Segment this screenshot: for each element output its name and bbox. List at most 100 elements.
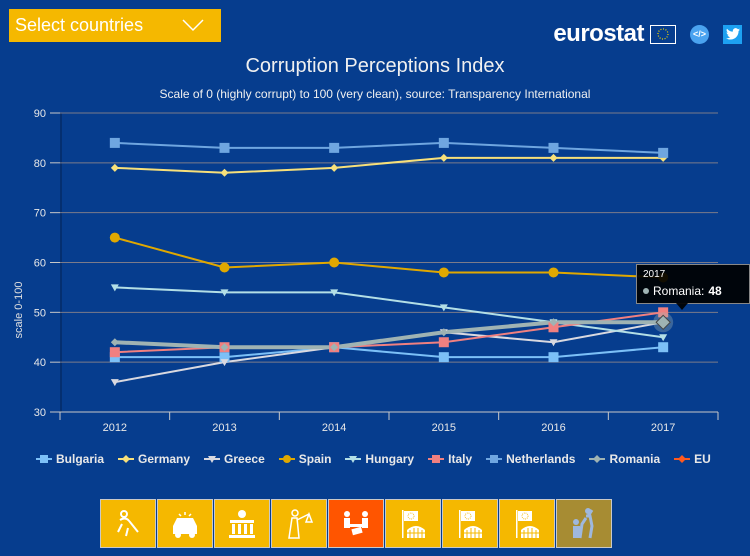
legend-marker[interactable]: [208, 456, 217, 463]
police-car-icon: [173, 511, 197, 538]
x-tick-label: 2015: [432, 422, 456, 434]
data-point-spain[interactable]: [438, 267, 449, 278]
eurostat-logo: eurostat: [553, 20, 644, 47]
topic-tab-2[interactable]: [157, 499, 213, 548]
chart-title: Corruption Perceptions Index: [245, 55, 505, 77]
hovered-point-romania[interactable]: [655, 314, 671, 331]
topic-tab-5[interactable]: [328, 499, 384, 548]
data-point-italy[interactable]: [548, 322, 559, 333]
data-point-bulgaria[interactable]: [219, 352, 230, 363]
data-point-italy[interactable]: [109, 347, 120, 358]
series-markers: [109, 137, 674, 387]
legend-symbol-icon: [486, 455, 503, 463]
legend-item-italy[interactable]: Italy: [428, 452, 472, 466]
data-point-netherlands[interactable]: [219, 142, 230, 153]
data-point-greece[interactable]: [549, 339, 558, 347]
data-point-bulgaria[interactable]: [438, 352, 449, 363]
topic-tab-7[interactable]: [442, 499, 498, 548]
legend-marker[interactable]: [40, 455, 48, 463]
data-point-hungary[interactable]: [220, 289, 229, 297]
series-line-spain[interactable]: [114, 236, 664, 279]
legend-symbol-icon: [278, 455, 295, 463]
topic-tab-3[interactable]: [214, 499, 270, 548]
eu-flag-icon: [650, 24, 676, 44]
legend-marker[interactable]: [282, 455, 291, 463]
legend-item-greece[interactable]: Greece: [204, 452, 265, 466]
twitter-share-button[interactable]: [723, 24, 742, 44]
data-point-germany[interactable]: [220, 168, 229, 177]
data-point-germany[interactable]: [330, 163, 339, 172]
series-line-romania[interactable]: [114, 320, 664, 350]
brand-bar: eurostat </>: [553, 20, 742, 48]
legend-item-spain[interactable]: Spain: [278, 452, 331, 466]
legend-marker[interactable]: [432, 455, 441, 463]
data-point-hungary[interactable]: [659, 334, 668, 342]
data-point-greece[interactable]: [110, 379, 119, 387]
legend-symbol-icon: [118, 455, 135, 463]
data-point-spain[interactable]: [219, 262, 230, 273]
legend-marker[interactable]: [678, 455, 687, 463]
data-point-netherlands[interactable]: [658, 147, 669, 158]
legend-symbol-icon: [589, 455, 606, 463]
data-point-hungary[interactable]: [330, 289, 339, 297]
topic-tab-9[interactable]: [556, 499, 612, 548]
data-point-netherlands[interactable]: [109, 137, 120, 148]
data-point-netherlands[interactable]: [438, 137, 449, 148]
data-point-romania[interactable]: [220, 343, 229, 352]
legend-item-romania[interactable]: Romania: [589, 452, 660, 466]
data-point-romania[interactable]: [549, 318, 558, 327]
legend-item-netherlands[interactable]: Netherlands: [486, 452, 575, 466]
legend-item-bulgaria[interactable]: Bulgaria: [36, 452, 104, 466]
legend-item-eu[interactable]: EU: [674, 452, 711, 466]
legend-label: Bulgaria: [56, 452, 105, 466]
data-point-spain[interactable]: [548, 267, 559, 278]
legend-symbol-icon: [674, 455, 691, 463]
data-point-bulgaria[interactable]: [548, 352, 559, 363]
data-point-netherlands[interactable]: [329, 142, 340, 153]
y-tick-label: 60: [34, 258, 46, 270]
legend-label: Netherlands: [506, 452, 576, 466]
legend-symbol-icon: [36, 455, 52, 463]
data-point-germany[interactable]: [110, 163, 119, 172]
legend-label: Italy: [448, 452, 473, 466]
series-line-germany[interactable]: [114, 156, 664, 174]
topic-tab-4[interactable]: [271, 499, 327, 548]
tooltip-year: 2017: [643, 269, 666, 280]
data-point-hungary[interactable]: [439, 304, 448, 312]
y-tick-label: 80: [34, 158, 46, 170]
legend-item-germany[interactable]: Germany: [118, 452, 190, 466]
data-point-germany[interactable]: [549, 153, 558, 162]
data-point-hungary[interactable]: [110, 284, 119, 292]
eu-flag-parliament-icon: [516, 509, 539, 538]
topic-tab-6[interactable]: [385, 499, 441, 548]
legend-item-hungary[interactable]: Hungary: [345, 452, 414, 466]
legend-marker[interactable]: [349, 456, 358, 463]
data-point-spain[interactable]: [109, 232, 120, 243]
legend-marker[interactable]: [490, 455, 499, 463]
data-point-netherlands[interactable]: [548, 142, 559, 153]
data-point-italy[interactable]: [438, 337, 449, 348]
justice-scales-icon: [288, 508, 314, 539]
embed-code-button[interactable]: </>: [690, 24, 709, 44]
series-lines: [114, 141, 664, 384]
tooltip-series-label: Romania:: [653, 284, 705, 298]
topic-tab-1[interactable]: [100, 499, 156, 548]
data-point-romania[interactable]: [110, 338, 119, 347]
data-point-spain[interactable]: [329, 257, 340, 268]
x-tick-label: 2014: [322, 422, 346, 434]
data-point-romania[interactable]: [439, 328, 448, 337]
legend-marker[interactable]: [122, 455, 131, 463]
series-line-bulgaria[interactable]: [114, 346, 664, 359]
twitter-bird-icon: [725, 28, 740, 40]
topic-tab-8[interactable]: [499, 499, 555, 548]
data-point-italy[interactable]: [658, 307, 669, 318]
data-point-bulgaria[interactable]: [658, 342, 669, 353]
legend-label: Germany: [138, 452, 191, 466]
tooltip-series-dot: [643, 288, 649, 294]
data-point-romania[interactable]: [330, 343, 339, 352]
legend-marker[interactable]: [593, 455, 602, 463]
select-countries-dropdown[interactable]: Select countries: [9, 9, 221, 42]
series-line-netherlands[interactable]: [114, 141, 664, 154]
data-point-greece[interactable]: [220, 359, 229, 367]
data-point-germany[interactable]: [439, 153, 448, 162]
